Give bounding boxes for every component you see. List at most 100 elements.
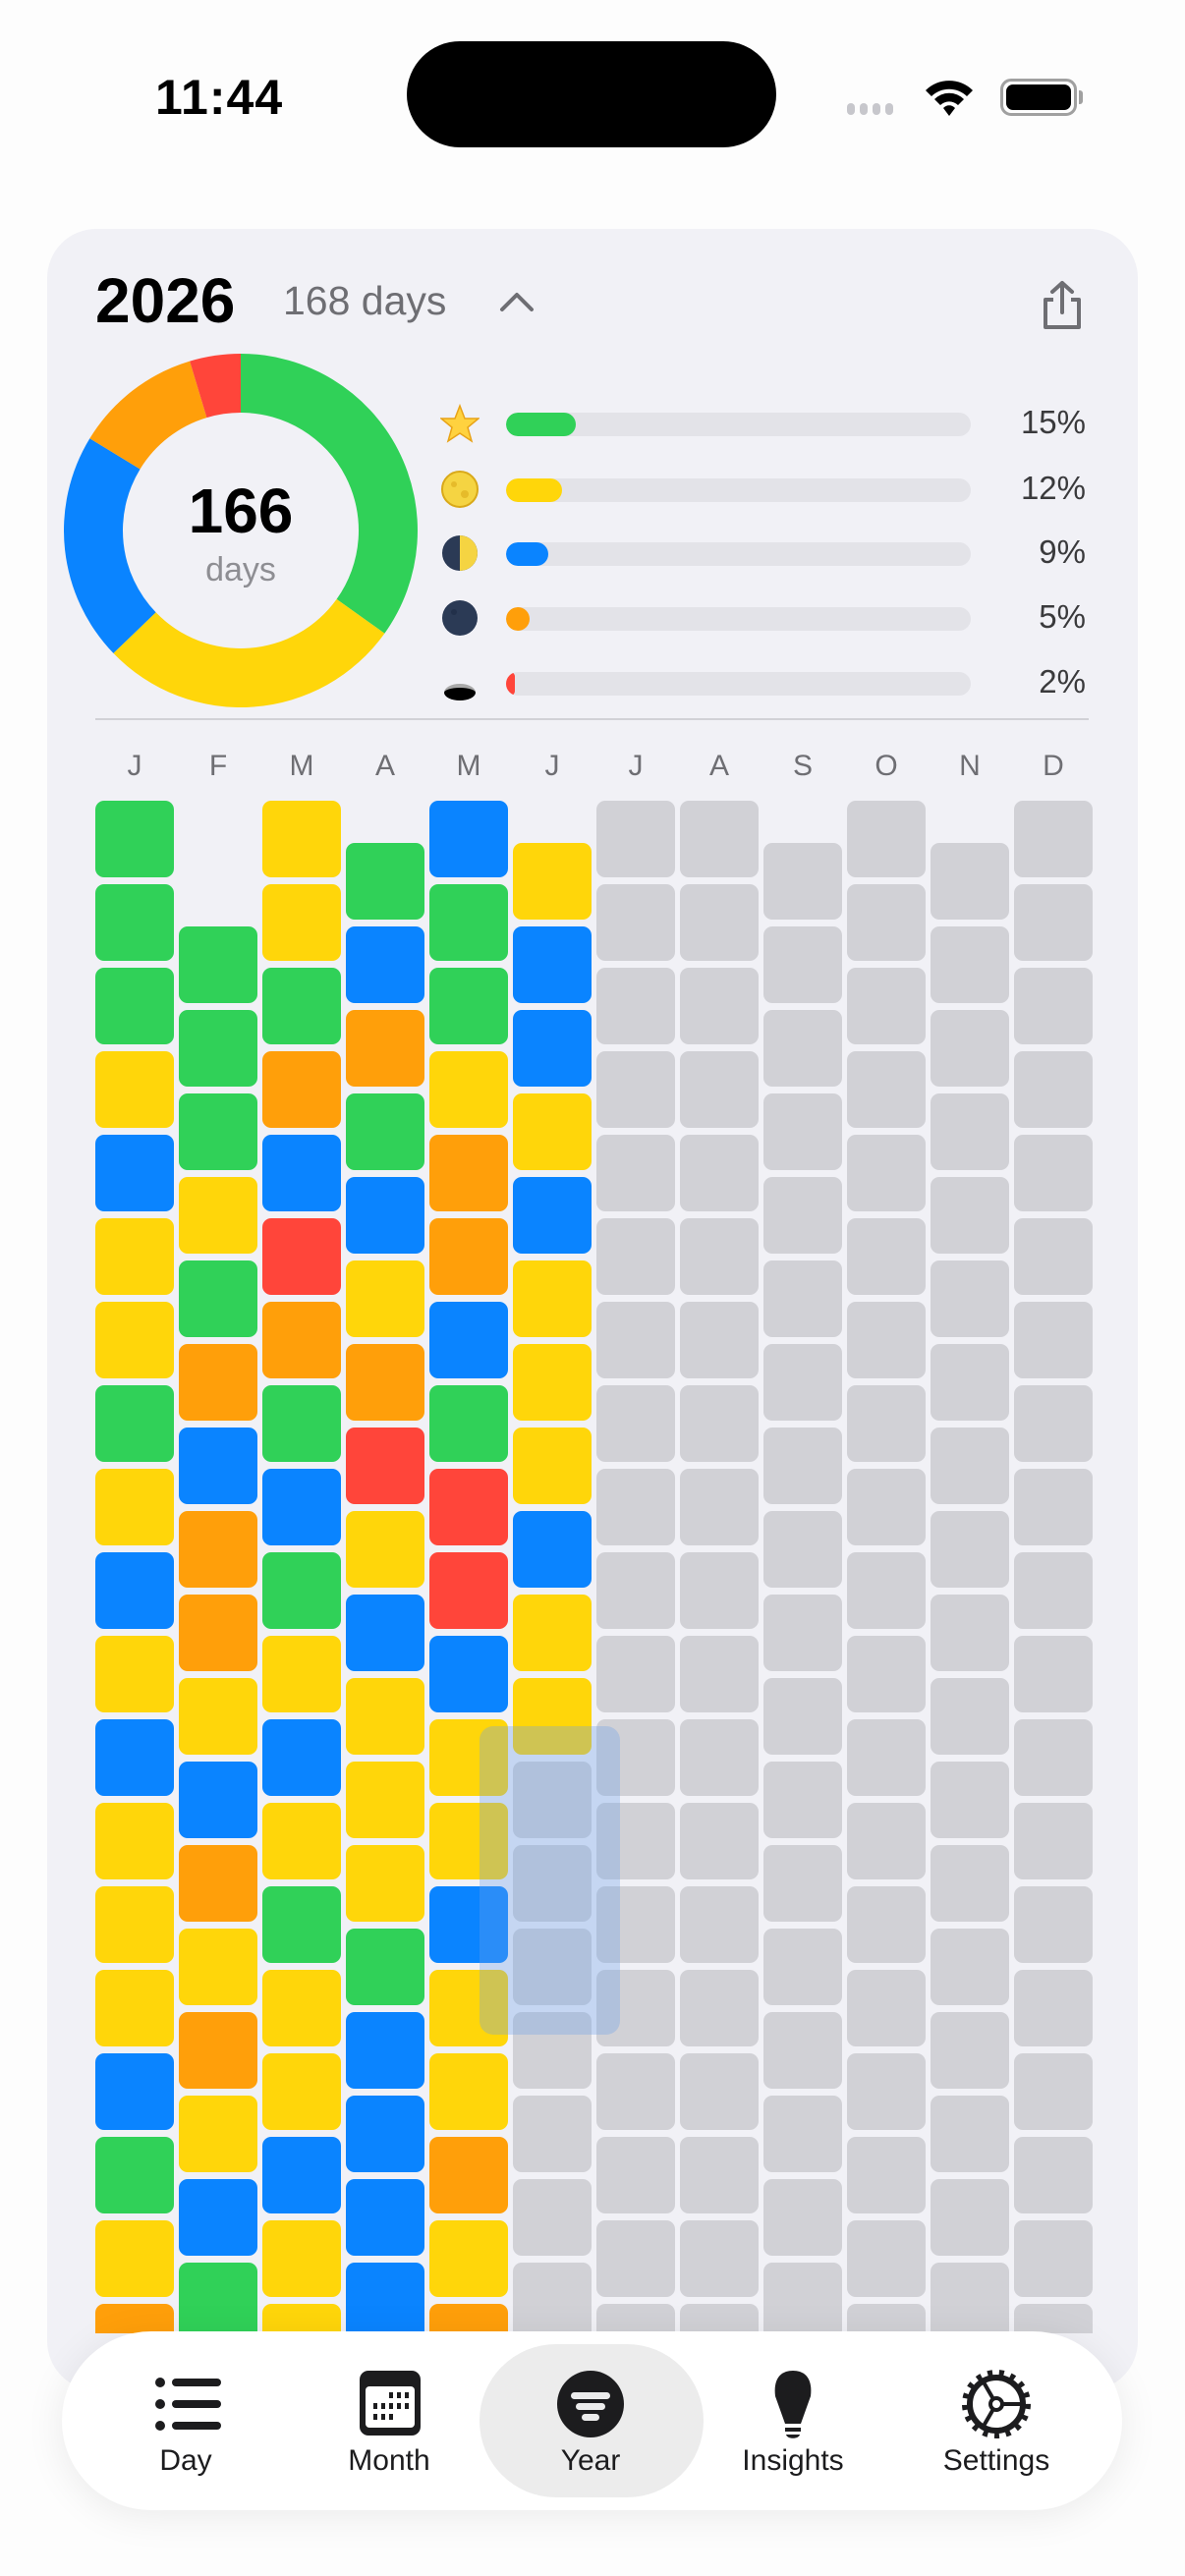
day-cell[interactable] bbox=[931, 1510, 1009, 1588]
day-cell[interactable] bbox=[1014, 1803, 1093, 1879]
day-cell[interactable] bbox=[513, 2095, 592, 2172]
day-cell[interactable] bbox=[179, 925, 257, 1003]
day-cell[interactable] bbox=[429, 1719, 508, 1796]
day-cell[interactable] bbox=[95, 1135, 174, 1211]
day-cell[interactable] bbox=[763, 2011, 842, 2089]
day-cell[interactable] bbox=[763, 1761, 842, 1838]
day-cell[interactable] bbox=[680, 1302, 759, 1378]
day-cell[interactable] bbox=[847, 1552, 926, 1629]
day-cell[interactable] bbox=[596, 1970, 675, 2046]
day-cell[interactable] bbox=[179, 1343, 257, 1421]
day-cell[interactable] bbox=[763, 1176, 842, 1254]
day-cell[interactable] bbox=[847, 1719, 926, 1796]
day-cell[interactable] bbox=[847, 2053, 926, 2130]
day-cell[interactable] bbox=[95, 2304, 174, 2333]
day-cell[interactable] bbox=[262, 1803, 341, 1879]
day-cell[interactable] bbox=[513, 1594, 592, 1671]
day-cell[interactable] bbox=[262, 1469, 341, 1545]
day-cell[interactable] bbox=[179, 1427, 257, 1504]
day-cell[interactable] bbox=[179, 1761, 257, 1838]
day-cell[interactable] bbox=[429, 1636, 508, 1712]
day-cell[interactable] bbox=[346, 1761, 424, 1838]
day-cell[interactable] bbox=[847, 1636, 926, 1712]
day-cell[interactable] bbox=[680, 2137, 759, 2213]
day-cell[interactable] bbox=[95, 1302, 174, 1378]
day-cell[interactable] bbox=[931, 1009, 1009, 1087]
day-cell[interactable] bbox=[931, 2178, 1009, 2256]
day-cell[interactable] bbox=[596, 1719, 675, 1796]
day-cell[interactable] bbox=[596, 2053, 675, 2130]
day-cell[interactable] bbox=[513, 1677, 592, 1755]
day-cell[interactable] bbox=[1014, 2304, 1093, 2333]
day-cell[interactable] bbox=[513, 1260, 592, 1337]
day-cell[interactable] bbox=[429, 884, 508, 961]
day-cell[interactable] bbox=[1014, 1636, 1093, 1712]
tab-settings[interactable]: Settings bbox=[898, 2331, 1095, 2510]
day-cell[interactable] bbox=[346, 1260, 424, 1337]
day-cell[interactable] bbox=[680, 1636, 759, 1712]
day-cell[interactable] bbox=[763, 1594, 842, 1671]
day-cell[interactable] bbox=[513, 1343, 592, 1421]
day-cell[interactable] bbox=[179, 1928, 257, 2005]
day-cell[interactable] bbox=[931, 925, 1009, 1003]
day-cell[interactable] bbox=[429, 1970, 508, 2046]
day-cell[interactable] bbox=[179, 2095, 257, 2172]
day-cell[interactable] bbox=[429, 2137, 508, 2213]
day-cell[interactable] bbox=[1014, 1135, 1093, 1211]
day-cell[interactable] bbox=[847, 2304, 926, 2333]
day-cell[interactable] bbox=[262, 2304, 341, 2333]
day-cell[interactable] bbox=[1014, 1051, 1093, 1128]
day-cell[interactable] bbox=[1014, 1970, 1093, 2046]
day-cell[interactable] bbox=[179, 2262, 257, 2333]
day-cell[interactable] bbox=[847, 1302, 926, 1378]
day-cell[interactable] bbox=[346, 1510, 424, 1588]
day-cell[interactable] bbox=[262, 1135, 341, 1211]
day-cell[interactable] bbox=[1014, 1469, 1093, 1545]
day-cell[interactable] bbox=[262, 2053, 341, 2130]
day-cell[interactable] bbox=[596, 1302, 675, 1378]
day-cell[interactable] bbox=[346, 925, 424, 1003]
day-cell[interactable] bbox=[763, 1427, 842, 1504]
tab-day[interactable]: Day bbox=[87, 2331, 284, 2510]
day-cell[interactable] bbox=[596, 1469, 675, 1545]
day-cell[interactable] bbox=[95, 884, 174, 961]
day-cell[interactable] bbox=[346, 842, 424, 920]
day-cell[interactable] bbox=[262, 1218, 341, 1295]
day-cell[interactable] bbox=[429, 1135, 508, 1211]
day-cell[interactable] bbox=[95, 1636, 174, 1712]
day-cell[interactable] bbox=[95, 1051, 174, 1128]
day-cell[interactable] bbox=[1014, 1218, 1093, 1295]
day-cell[interactable] bbox=[95, 1970, 174, 2046]
day-cell[interactable] bbox=[262, 1302, 341, 1378]
day-cell[interactable] bbox=[763, 1510, 842, 1588]
day-cell[interactable] bbox=[1014, 2220, 1093, 2297]
day-cell[interactable] bbox=[596, 1051, 675, 1128]
day-cell[interactable] bbox=[262, 2220, 341, 2297]
day-cell[interactable] bbox=[596, 968, 675, 1044]
day-cell[interactable] bbox=[513, 925, 592, 1003]
share-icon[interactable] bbox=[1040, 280, 1085, 331]
day-cell[interactable] bbox=[931, 1761, 1009, 1838]
day-cell[interactable] bbox=[95, 1385, 174, 1462]
day-cell[interactable] bbox=[680, 1803, 759, 1879]
day-cell[interactable] bbox=[596, 1218, 675, 1295]
day-cell[interactable] bbox=[1014, 1302, 1093, 1378]
day-cell[interactable] bbox=[680, 1970, 759, 2046]
day-cell[interactable] bbox=[179, 1260, 257, 1337]
day-cell[interactable] bbox=[763, 1677, 842, 1755]
day-cell[interactable] bbox=[1014, 1552, 1093, 1629]
day-cell[interactable] bbox=[763, 2262, 842, 2333]
day-cell[interactable] bbox=[680, 801, 759, 877]
day-cell[interactable] bbox=[429, 2053, 508, 2130]
day-cell[interactable] bbox=[429, 1302, 508, 1378]
day-cell[interactable] bbox=[931, 1092, 1009, 1170]
day-cell[interactable] bbox=[596, 1135, 675, 1211]
day-cell[interactable] bbox=[763, 1928, 842, 2005]
day-cell[interactable] bbox=[429, 1803, 508, 1879]
day-cell[interactable] bbox=[847, 1886, 926, 1963]
day-cell[interactable] bbox=[262, 1385, 341, 1462]
day-cell[interactable] bbox=[680, 1385, 759, 1462]
day-cell[interactable] bbox=[95, 2220, 174, 2297]
day-cell[interactable] bbox=[931, 1427, 1009, 1504]
day-cell[interactable] bbox=[680, 884, 759, 961]
